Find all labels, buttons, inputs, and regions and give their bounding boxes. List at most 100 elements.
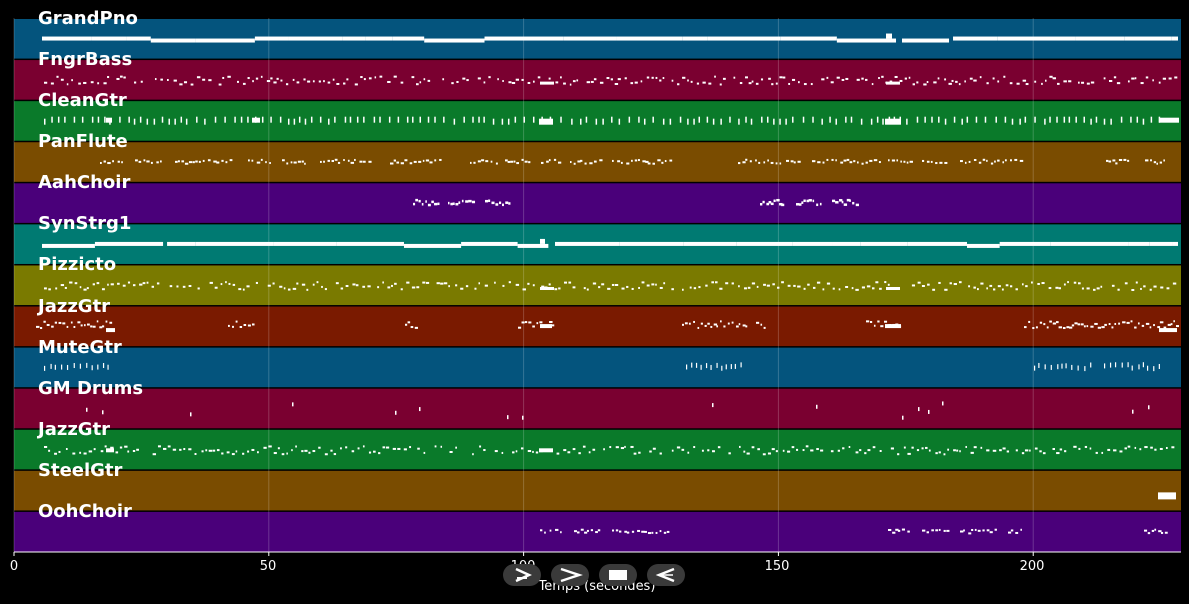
note <box>682 36 708 41</box>
note <box>775 162 778 165</box>
note <box>549 320 553 323</box>
note <box>448 201 450 205</box>
note <box>159 160 162 163</box>
note <box>895 528 899 531</box>
stop-button[interactable] <box>599 564 637 586</box>
back-button[interactable] <box>647 564 685 586</box>
note <box>508 81 512 84</box>
note <box>819 202 822 206</box>
note <box>1137 322 1140 325</box>
note <box>681 448 685 451</box>
note <box>472 116 474 123</box>
note <box>878 77 880 80</box>
note <box>1074 322 1078 325</box>
note <box>1151 529 1155 532</box>
note <box>312 80 315 83</box>
note <box>944 78 947 81</box>
note <box>44 287 47 290</box>
note <box>652 447 656 450</box>
note <box>135 159 138 162</box>
note <box>1001 288 1004 291</box>
note <box>1164 531 1168 534</box>
forward-button[interactable] <box>551 564 589 586</box>
note <box>626 531 630 534</box>
note <box>272 282 275 285</box>
note <box>700 322 703 325</box>
note <box>750 118 753 125</box>
note <box>345 446 348 449</box>
note <box>738 162 741 165</box>
note <box>234 116 236 123</box>
note <box>340 447 342 450</box>
note <box>986 82 989 85</box>
note <box>280 79 283 82</box>
note <box>343 82 346 85</box>
note <box>886 33 892 39</box>
note <box>1075 116 1077 123</box>
note <box>738 285 740 288</box>
note <box>517 243 549 248</box>
note <box>584 531 588 534</box>
note <box>122 284 126 287</box>
note <box>188 448 192 451</box>
note <box>676 446 681 449</box>
note <box>961 118 963 125</box>
note <box>406 281 410 284</box>
note <box>502 284 505 287</box>
note <box>392 447 396 450</box>
note <box>729 116 731 123</box>
note <box>966 116 969 123</box>
note <box>287 288 291 291</box>
note <box>204 118 206 125</box>
note <box>385 446 390 449</box>
note <box>796 448 799 451</box>
note <box>593 78 597 81</box>
note <box>879 449 882 452</box>
note <box>926 160 930 163</box>
note <box>425 159 430 162</box>
note <box>1052 448 1056 451</box>
note <box>855 203 859 207</box>
play-icon <box>515 567 532 583</box>
note <box>106 448 114 453</box>
note <box>730 364 732 370</box>
note <box>277 447 280 450</box>
note <box>803 287 806 290</box>
note <box>849 199 851 202</box>
note <box>953 36 998 41</box>
note <box>563 36 617 41</box>
note <box>997 36 1076 41</box>
note <box>938 281 941 284</box>
note <box>816 281 821 284</box>
note <box>620 161 623 164</box>
note <box>1056 452 1060 455</box>
note <box>184 162 189 165</box>
play-button[interactable] <box>503 564 541 586</box>
note <box>281 453 285 456</box>
note <box>725 364 727 370</box>
note <box>352 283 356 286</box>
note <box>1003 75 1006 78</box>
note <box>507 118 510 125</box>
note <box>96 320 99 323</box>
note <box>592 282 597 285</box>
note <box>923 83 927 86</box>
note <box>634 81 638 84</box>
note <box>568 281 572 284</box>
note <box>977 288 979 291</box>
note <box>888 528 892 531</box>
note <box>242 452 245 455</box>
note <box>745 158 748 161</box>
note <box>532 450 534 453</box>
note <box>771 83 774 86</box>
note <box>174 118 176 125</box>
note <box>190 83 194 86</box>
note <box>916 116 919 123</box>
note <box>747 286 751 289</box>
note <box>513 160 516 163</box>
note <box>857 161 859 164</box>
track-label: CleanGtr <box>38 90 127 112</box>
note <box>495 162 498 165</box>
note <box>532 284 535 287</box>
note <box>712 403 714 408</box>
